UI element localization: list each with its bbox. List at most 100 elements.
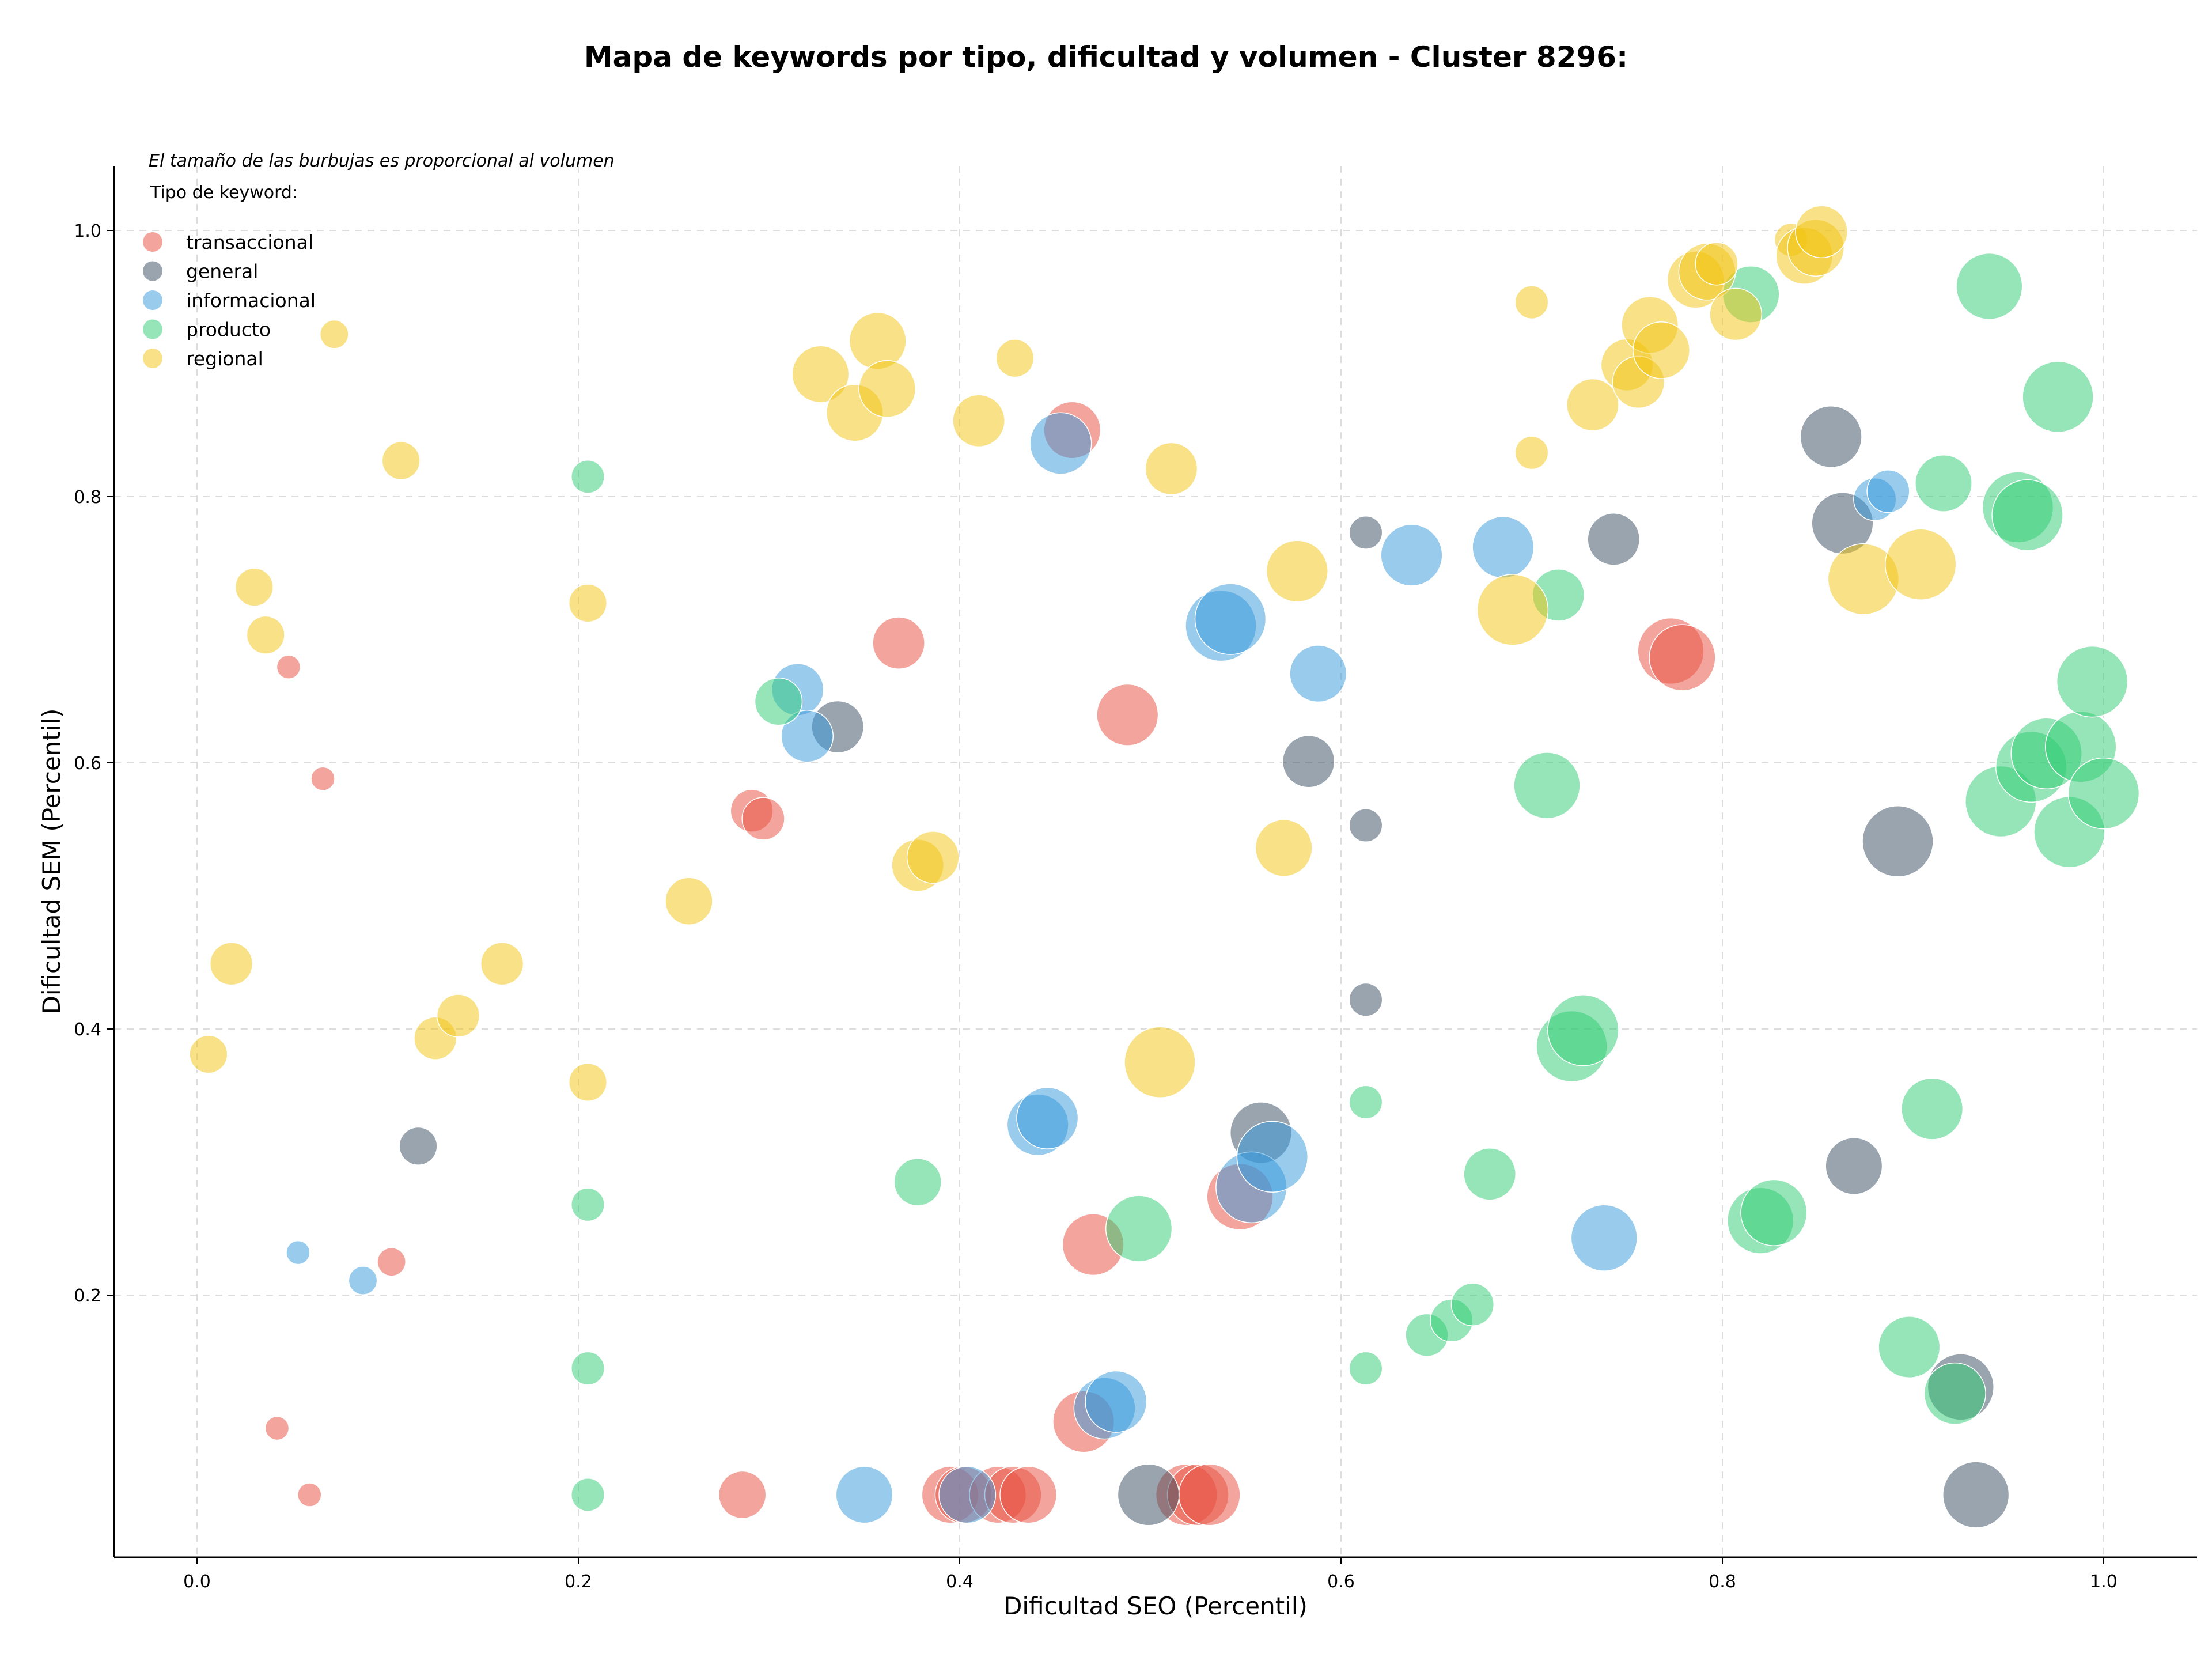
bubble-transaccional — [297, 1482, 322, 1507]
bubble-producto — [1923, 1362, 1986, 1425]
y-axis-label: Dificultad SEM (Percentil) — [37, 709, 66, 1015]
bubble-informacional — [835, 1466, 893, 1524]
y-tick-label: 1.0 — [74, 221, 101, 241]
bubble-informacional — [1472, 516, 1535, 578]
bubble-transaccional — [1096, 683, 1159, 746]
y-tick-label: 0.8 — [74, 487, 101, 508]
bubble-informacional — [1085, 1370, 1147, 1433]
x-tick-label: 0.4 — [946, 1572, 974, 1592]
bubble-transaccional — [310, 766, 335, 791]
bubble-informacional — [1194, 583, 1267, 655]
bubble-transaccional — [1649, 624, 1716, 691]
bubble-producto — [571, 1187, 605, 1222]
bubble-regional — [1633, 321, 1691, 379]
bubble-regional — [665, 877, 713, 925]
bubble-transaccional — [718, 1470, 767, 1519]
bubble-general — [1349, 515, 1383, 550]
legend-label-general: general — [186, 260, 258, 283]
bubble-informacional — [1016, 1087, 1079, 1149]
bubble-producto — [2067, 757, 2140, 830]
bubble-regional — [234, 567, 274, 607]
bubble-producto — [1740, 1179, 1808, 1246]
bubble-regional — [791, 345, 850, 403]
bubble-regional — [568, 584, 608, 623]
bubble-general — [1349, 808, 1383, 843]
chart-title: Mapa de keywords por tipo, dificultad y … — [584, 40, 1628, 74]
bubble-informacional — [348, 1266, 378, 1295]
bubble-producto — [754, 677, 803, 726]
x-tick-label: 1.0 — [2090, 1572, 2118, 1592]
legend-label-producto: producto — [186, 319, 271, 341]
bubble-general — [1862, 805, 1934, 877]
bubbles — [189, 205, 2140, 1528]
bubble-general — [399, 1126, 438, 1166]
tick-labels: 0.0 0.2 0.4 0.6 0.8 1.0 0.2 0.4 0.6 0.8 1.0 — [74, 221, 2118, 1592]
legend-marker-regional — [143, 349, 162, 368]
bubble-regional — [906, 831, 960, 884]
bubble-regional — [480, 942, 524, 986]
bubble-regional — [1695, 242, 1738, 286]
bubble-regional — [1124, 1026, 1196, 1099]
bubble-informacional — [1289, 645, 1347, 703]
legend-marker-producto — [143, 319, 162, 339]
bubble-transaccional — [377, 1247, 406, 1277]
legend-label-regional: regional — [186, 347, 263, 370]
bubble-regional — [1514, 436, 1549, 470]
legend-marker-transaccional — [143, 232, 162, 252]
bubble-producto — [1463, 1147, 1517, 1201]
legend: El tamaño de las burbujas es proporciona… — [143, 151, 615, 370]
legend-label-informacional: informacional — [186, 289, 316, 312]
x-tick-label: 0.8 — [1709, 1572, 1736, 1592]
legend-label-transaccional: transaccional — [186, 231, 313, 253]
legend-marker-general — [143, 261, 162, 281]
bubble-general — [1282, 735, 1335, 788]
y-tick-label: 0.2 — [74, 1286, 101, 1306]
bubble-producto — [1547, 994, 1619, 1066]
bubble-transaccional — [741, 797, 785, 841]
bubble-regional — [1145, 442, 1198, 495]
legend-volume-note: El tamaño de las burbujas es proporciona… — [149, 151, 615, 171]
bubble-producto — [1915, 454, 1972, 512]
bubble-general — [1800, 405, 1862, 468]
bubble-transaccional — [872, 616, 925, 669]
bubble-regional — [849, 312, 907, 370]
bubble-producto — [571, 459, 605, 494]
bubble-regional — [1514, 285, 1549, 320]
bubble-producto — [1105, 1195, 1173, 1262]
bubble-transaccional — [999, 1466, 1058, 1524]
bubble-regional — [568, 1062, 608, 1102]
bubble-informacional — [1866, 470, 1910, 513]
bubble-regional — [436, 994, 480, 1038]
x-tick-label: 0.6 — [1327, 1572, 1355, 1592]
y-tick-label: 0.6 — [74, 754, 101, 774]
bubble-producto — [571, 1478, 605, 1512]
bubble-general — [1349, 982, 1383, 1017]
bubble-regional — [995, 339, 1035, 378]
bubble-informacional — [286, 1240, 310, 1265]
bubble-producto — [571, 1351, 605, 1386]
legend-title: Tipo de keyword: — [150, 183, 298, 203]
bubble-regional — [1566, 378, 1619, 432]
bubble-informacional — [938, 1466, 997, 1524]
bubble-producto — [1349, 1085, 1383, 1119]
bubble-regional — [1255, 819, 1313, 877]
legend-items: transaccional general informacional product… — [143, 231, 316, 370]
bubble-informacional — [781, 709, 834, 763]
bubble-transaccional — [1178, 1463, 1241, 1526]
bubble-producto — [1513, 752, 1581, 819]
bubble-informacional — [1029, 412, 1092, 475]
bubble-general — [1942, 1461, 2010, 1528]
bubble-informacional — [1570, 1204, 1638, 1272]
bubble-producto — [1349, 1351, 1383, 1386]
bubble-producto — [2022, 361, 2094, 433]
bubble-regional — [1476, 574, 1549, 646]
bubble-general — [1117, 1463, 1180, 1526]
bubble-regional — [952, 394, 1005, 448]
bubble-informacional — [1236, 1121, 1309, 1193]
x-tick-label: 0.0 — [183, 1572, 211, 1592]
bubble-general — [1825, 1137, 1883, 1195]
bubble-transaccional — [264, 1416, 290, 1441]
bubble-regional — [209, 942, 253, 986]
bubble-general — [1587, 513, 1641, 566]
